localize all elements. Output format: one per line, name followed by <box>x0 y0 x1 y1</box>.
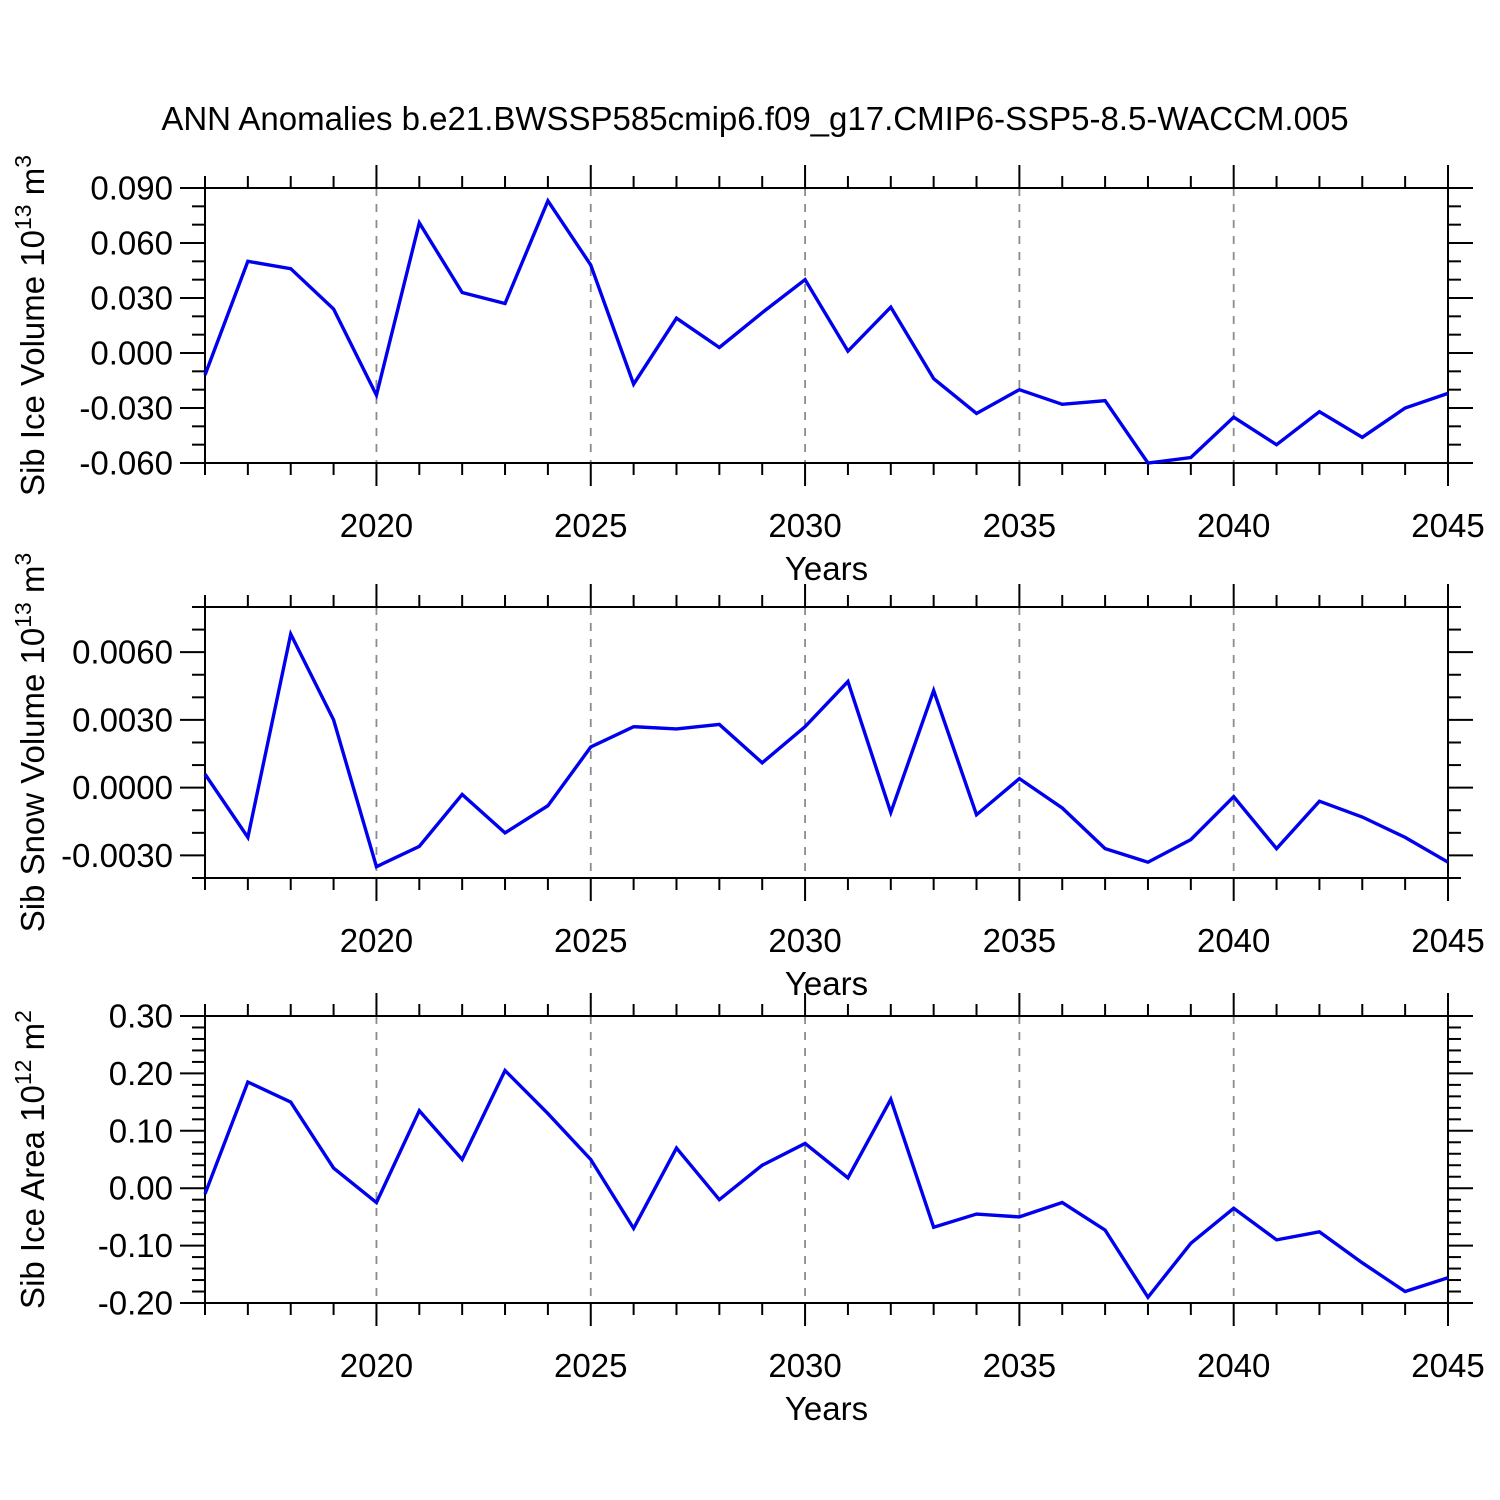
x-tick-label: 2040 <box>1197 1347 1270 1384</box>
panel-sib-ice-volume: 0.090 0.060 0.030 0.000 -0.030 -0.060 2020 2025… <box>10 155 1485 587</box>
data-line-sib-ice-area <box>203 1067 1449 1301</box>
y-tick-label: 0.060 <box>90 225 173 262</box>
y-tick-label: 0.000 <box>90 335 173 372</box>
x-tick-label: 2040 <box>1197 922 1270 959</box>
gridlines <box>375 1016 1235 1303</box>
gridlines <box>375 188 1235 463</box>
x-ticks <box>204 993 1449 1326</box>
x-tick-label: 2020 <box>340 507 413 544</box>
x-axis-title: Years <box>785 965 868 1002</box>
x-tick-label: 2030 <box>768 1347 841 1384</box>
x-tick-label: 2045 <box>1411 922 1484 959</box>
y-ticks <box>180 606 1473 879</box>
y-tick-label: 0.090 <box>90 170 173 207</box>
x-tick-labels: 2020 2025 2030 2035 2040 2045 <box>340 922 1485 959</box>
x-ticks <box>204 584 1449 901</box>
x-tick-label: 2045 <box>1411 507 1484 544</box>
y-axis-title: Sib Ice Area 1012 m2 <box>10 1010 51 1309</box>
x-tick-label: 2020 <box>340 922 413 959</box>
y-tick-label: -0.060 <box>79 445 173 482</box>
y-tick-labels: 0.0060 0.0030 0.0000 -0.0030 <box>61 634 173 874</box>
y-tick-label: 0.10 <box>109 1112 173 1149</box>
y-ticks <box>180 1015 1473 1304</box>
y-tick-label: 0.0000 <box>72 769 173 806</box>
x-tick-label: 2020 <box>340 1347 413 1384</box>
x-ticks <box>204 165 1449 486</box>
y-tick-label: -0.030 <box>79 390 173 427</box>
x-tick-label: 2035 <box>983 922 1056 959</box>
gridlines <box>375 607 1235 878</box>
y-ticks <box>180 187 1473 464</box>
y-tick-label: 0.20 <box>109 1055 173 1092</box>
data-line-sib-snow-volume <box>203 628 1449 870</box>
y-tick-label: 0.0060 <box>72 634 173 671</box>
y-tick-labels: 0.30 0.20 0.10 0.00 -0.10 -0.20 <box>98 998 173 1322</box>
x-tick-label: 2025 <box>554 922 627 959</box>
x-tick-label: 2035 <box>983 1347 1056 1384</box>
y-tick-label: 0.00 <box>109 1170 173 1207</box>
x-axis-title: Years <box>785 550 868 587</box>
y-tick-label: -0.0030 <box>61 837 173 874</box>
x-tick-label: 2030 <box>768 507 841 544</box>
chart-title: ANN Anomalies b.e21.BWSSP585cmip6.f09_g1… <box>161 100 1349 137</box>
x-tick-label: 2030 <box>768 922 841 959</box>
y-tick-labels: 0.090 0.060 0.030 0.000 -0.030 -0.060 <box>79 170 173 482</box>
plot-frame <box>204 606 1449 879</box>
y-tick-label: 0.30 <box>109 998 173 1035</box>
y-tick-label: 0.030 <box>90 280 173 317</box>
y-axis-title: Sib Ice Volume 1013 m3 <box>10 155 51 496</box>
x-tick-labels: 2020 2025 2030 2035 2040 2045 <box>340 1347 1485 1384</box>
plot-frame <box>204 187 1449 464</box>
x-tick-label: 2040 <box>1197 507 1270 544</box>
panel-sib-snow-volume: 0.0060 0.0030 0.0000 -0.0030 2020 2025 2030 203… <box>10 553 1485 1002</box>
x-tick-label: 2025 <box>554 1347 627 1384</box>
x-tick-label: 2025 <box>554 507 627 544</box>
x-tick-labels: 2020 2025 2030 2035 2040 2045 <box>340 507 1485 544</box>
y-axis-title: Sib Snow Volume 1013 m3 <box>10 553 51 933</box>
x-tick-label: 2035 <box>983 507 1056 544</box>
y-tick-label: -0.20 <box>98 1285 173 1322</box>
data-line-sib-ice-volume <box>203 197 1449 465</box>
y-tick-label: -0.10 <box>98 1227 173 1264</box>
y-tick-label: 0.0030 <box>72 701 173 738</box>
x-axis-title: Years <box>785 1390 868 1427</box>
plot-frame <box>204 1015 1449 1304</box>
x-tick-label: 2045 <box>1411 1347 1484 1384</box>
